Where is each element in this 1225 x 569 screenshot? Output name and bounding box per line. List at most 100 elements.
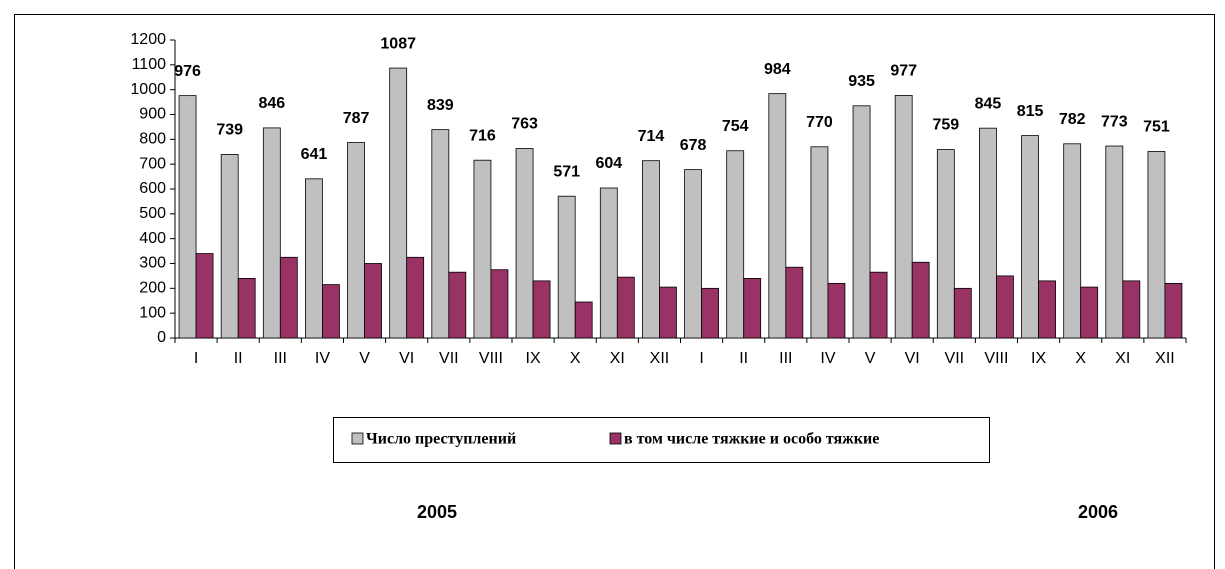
bar [448, 271, 467, 339]
x-tick-label: V [359, 350, 370, 367]
legend-label: Число преступлений [366, 431, 516, 448]
bar [701, 287, 719, 339]
x-tick-label: VIII [479, 350, 503, 367]
x-tick-label: XII [650, 350, 670, 367]
x-tick-label: IV [315, 350, 330, 367]
value-label: 751 [1143, 119, 1170, 136]
value-label: 773 [1101, 113, 1128, 130]
bar [431, 129, 450, 339]
bar [894, 94, 913, 339]
bar [1021, 135, 1039, 339]
bar [515, 148, 534, 339]
bar [195, 253, 214, 339]
bar [684, 169, 702, 339]
bar [1147, 151, 1166, 339]
bar [642, 160, 660, 339]
x-tick-label: XI [610, 350, 625, 367]
value-label: 759 [932, 117, 959, 134]
value-label: 935 [848, 73, 875, 90]
bar [768, 93, 787, 339]
bar [262, 127, 281, 339]
value-label: 984 [764, 61, 791, 78]
value-label: 846 [258, 95, 285, 112]
x-tick-label: VI [905, 350, 920, 367]
y-tick-label: 300 [139, 255, 166, 272]
year-label: 2005 [417, 502, 457, 522]
bar [659, 286, 677, 339]
x-tick-label: III [779, 350, 792, 367]
bar [785, 266, 804, 339]
y-tick-label: 1000 [130, 81, 166, 98]
bar [869, 271, 888, 339]
value-label: 571 [553, 163, 580, 180]
legend-swatch [609, 432, 622, 445]
bar [996, 275, 1014, 339]
bar [599, 187, 618, 339]
y-tick-label: 500 [139, 205, 166, 222]
bar [743, 277, 762, 339]
x-tick-label: I [699, 350, 703, 367]
value-label: 739 [216, 122, 243, 139]
bar [726, 150, 745, 339]
bar [557, 195, 576, 339]
bar [911, 261, 930, 339]
bar [1105, 145, 1124, 339]
bar [574, 301, 593, 339]
value-label: 763 [511, 116, 538, 133]
y-tick-label: 200 [139, 280, 166, 297]
x-tick-label: VII [945, 350, 965, 367]
bar [936, 149, 955, 339]
legend-box [333, 417, 990, 463]
bar [1038, 280, 1056, 339]
y-tick-label: 400 [139, 230, 166, 247]
value-label: 604 [595, 155, 622, 172]
bar [1122, 280, 1141, 339]
value-label: 787 [343, 110, 370, 127]
x-tick-label: III [274, 350, 287, 367]
value-label: 815 [1017, 103, 1044, 120]
value-label: 1087 [380, 35, 416, 52]
bar [279, 256, 298, 339]
bar [178, 95, 197, 339]
bar [220, 154, 239, 339]
y-tick-label: 800 [139, 131, 166, 148]
bar [305, 178, 323, 339]
bar [237, 277, 256, 339]
x-tick-label: II [739, 350, 748, 367]
x-tick-label: IX [1031, 350, 1046, 367]
value-label: 716 [469, 127, 496, 144]
x-tick-label: XI [1115, 350, 1130, 367]
frame [14, 14, 1215, 569]
x-tick-label: VI [399, 350, 414, 367]
y-tick-label: 700 [139, 155, 166, 172]
bar [810, 146, 829, 339]
bar [347, 142, 365, 339]
value-label: 782 [1059, 111, 1086, 128]
y-tick-label: 0 [157, 329, 166, 346]
bar [979, 127, 997, 339]
x-tick-label: VIII [984, 350, 1008, 367]
bar [852, 105, 871, 339]
bar [827, 282, 846, 339]
value-label: 678 [680, 137, 707, 154]
y-tick-label: 900 [139, 106, 166, 123]
bar [1063, 143, 1082, 339]
x-tick-label: II [234, 350, 243, 367]
bar [1164, 282, 1183, 339]
value-label: 839 [427, 97, 454, 114]
value-label: 845 [975, 95, 1002, 112]
value-label: 754 [722, 118, 749, 135]
value-label: 976 [174, 63, 201, 80]
bar [473, 159, 492, 339]
value-label: 977 [890, 63, 917, 80]
x-tick-label: X [1075, 350, 1086, 367]
value-label: 714 [638, 128, 665, 145]
legend-label: в том числе тяжкие и особо тяжкие [624, 431, 879, 448]
y-tick-label: 1200 [130, 31, 166, 48]
bar [406, 256, 425, 339]
bar [322, 284, 340, 339]
bar [953, 287, 972, 339]
value-label: 770 [806, 114, 833, 131]
x-tick-label: X [570, 350, 581, 367]
